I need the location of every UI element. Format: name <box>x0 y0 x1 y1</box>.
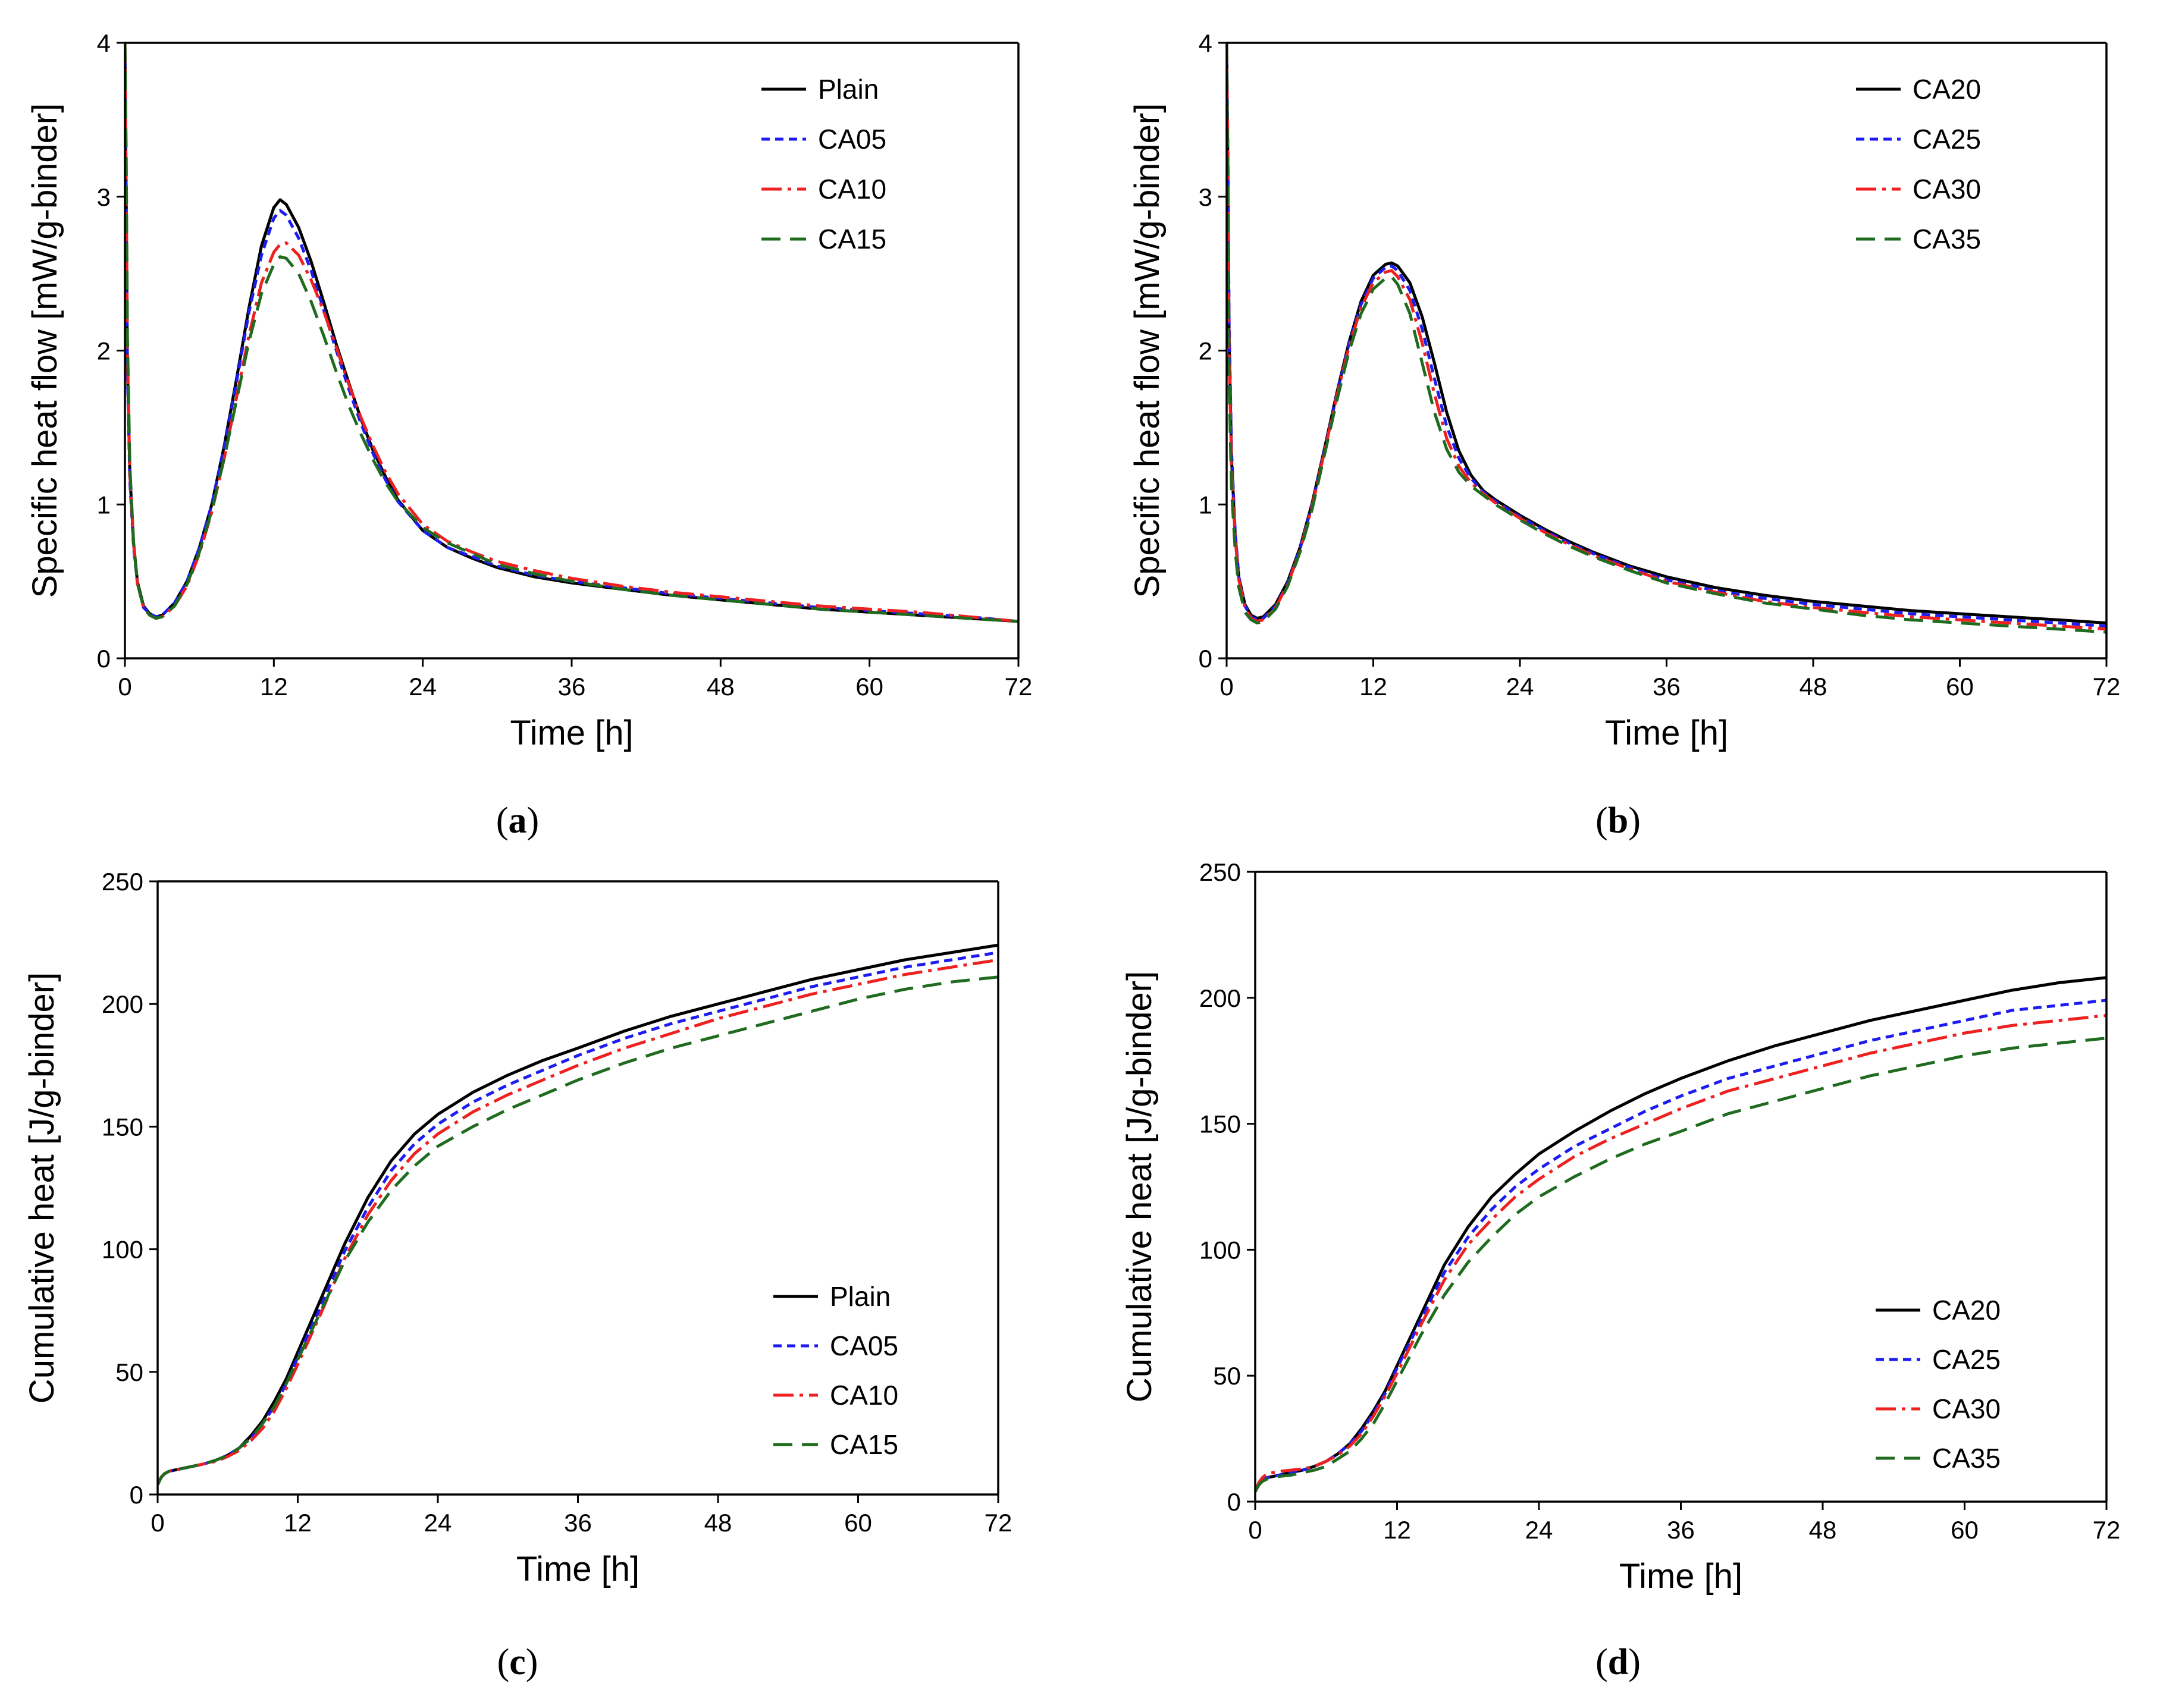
x-tick-label: 0 <box>118 673 131 701</box>
x-tick-label: 60 <box>844 1509 872 1537</box>
x-axis-label: Time [h] <box>516 1550 639 1588</box>
series-line-ca35 <box>1255 1037 2106 1493</box>
series-line-ca30 <box>1255 1014 2106 1493</box>
legend-label-ca20: CA20 <box>1932 1295 2001 1326</box>
legend-label-ca30: CA30 <box>1932 1393 2001 1424</box>
legend: CA20 CA25 CA30 CA35 <box>1856 74 1981 255</box>
legend: CA20 CA25 CA30 CA35 <box>1876 1295 2001 1474</box>
x-axis-label: Time [h] <box>510 714 633 752</box>
x-tick-label: 36 <box>1667 1516 1695 1544</box>
x-tick-label: 48 <box>1809 1516 1837 1544</box>
x-tick-label: 60 <box>1946 673 1974 701</box>
x-tick-label: 24 <box>409 673 437 701</box>
x-tick-label: 36 <box>1653 673 1681 701</box>
x-tick-label: 60 <box>1951 1516 1979 1544</box>
y-tick-label: 50 <box>115 1358 143 1386</box>
x-tick-label: 72 <box>2093 1516 2121 1544</box>
panel-caption: (d) <box>1595 1642 1641 1682</box>
panel-caption: (a) <box>496 800 539 841</box>
y-tick-label: 0 <box>130 1481 143 1509</box>
legend: Plain CA05 CA10 CA15 <box>773 1281 898 1460</box>
y-tick-label: 250 <box>1199 858 1241 886</box>
y-tick-label: 1 <box>1199 491 1212 519</box>
y-tick-label: 200 <box>102 990 143 1018</box>
y-tick-label: 200 <box>1199 984 1241 1012</box>
y-tick-label: 250 <box>102 868 143 896</box>
x-tick-label: 12 <box>260 673 288 701</box>
y-tick-label: 150 <box>102 1113 143 1141</box>
legend-label-ca25: CA25 <box>1913 124 1981 155</box>
legend-label-ca35: CA35 <box>1932 1443 2001 1474</box>
series-line-ca15 <box>158 975 998 1486</box>
y-tick-label: 2 <box>1199 337 1212 365</box>
x-tick-label: 12 <box>1383 1516 1411 1544</box>
x-tick-label: 24 <box>424 1509 452 1537</box>
y-tick-label: 150 <box>1199 1110 1241 1138</box>
y-tick-label: 0 <box>1227 1488 1241 1516</box>
panel-caption: (c) <box>497 1642 538 1682</box>
legend-label-plain: Plain <box>830 1281 891 1312</box>
legend: Plain CA05 CA10 CA15 <box>761 74 886 255</box>
legend-label-plain: Plain <box>818 74 879 105</box>
y-tick-label: 4 <box>1199 29 1212 57</box>
legend-label-ca20: CA20 <box>1913 74 1981 105</box>
y-tick-label: 3 <box>1199 183 1212 211</box>
chart-panel-c: 0 12 24 36 48 60 72 0 50 100 150 200 250 Time [h] Cumu… <box>23 868 1012 1682</box>
x-axis-label: Time [h] <box>1605 714 1728 752</box>
y-tick-label: 0 <box>1199 645 1212 673</box>
x-tick-label: 72 <box>1005 673 1033 701</box>
y-axis-label: Specific heat flow [mW/g-binder] <box>1128 103 1167 598</box>
x-tick-label: 0 <box>1219 673 1233 701</box>
panel-caption: (b) <box>1595 800 1641 841</box>
x-tick-label: 48 <box>704 1509 732 1537</box>
y-axis-label: Cumulative heat [J/g-binder] <box>1120 971 1159 1402</box>
x-tick-label: 48 <box>1800 673 1827 701</box>
series-line-ca10 <box>158 958 998 1486</box>
legend-label-ca10: CA10 <box>818 174 886 205</box>
x-tick-label: 24 <box>1525 1516 1553 1544</box>
x-tick-label: 24 <box>1506 673 1534 701</box>
y-tick-label: 1 <box>97 491 111 519</box>
x-tick-label: 12 <box>284 1509 312 1537</box>
x-tick-label: 0 <box>1248 1516 1262 1544</box>
x-tick-label: 48 <box>707 673 735 701</box>
y-tick-label: 100 <box>1199 1236 1241 1264</box>
x-tick-label: 72 <box>2093 673 2121 701</box>
y-tick-label: 50 <box>1213 1362 1241 1390</box>
series-line-ca35 <box>1227 43 2106 634</box>
x-tick-label: 36 <box>564 1509 592 1537</box>
legend-label-ca25: CA25 <box>1932 1344 2001 1375</box>
x-tick-label: 36 <box>558 673 586 701</box>
legend-label-ca15: CA15 <box>818 224 886 255</box>
x-tick-label: 0 <box>151 1509 164 1537</box>
x-tick-label: 60 <box>855 673 883 701</box>
y-axis-label: Cumulative heat [J/g-binder] <box>23 972 61 1404</box>
y-tick-label: 3 <box>97 183 111 211</box>
y-tick-label: 0 <box>97 645 111 673</box>
legend-label-ca15: CA15 <box>830 1429 898 1460</box>
x-axis-label: Time [h] <box>1619 1557 1742 1596</box>
y-tick-label: 2 <box>97 337 111 365</box>
legend-label-ca35: CA35 <box>1913 224 1981 255</box>
x-tick-label: 72 <box>985 1509 1012 1537</box>
legend-label-ca10: CA10 <box>830 1380 898 1411</box>
legend-label-ca30: CA30 <box>1913 174 1981 205</box>
series-line-ca25 <box>1255 999 2106 1493</box>
x-tick-label: 12 <box>1359 673 1387 701</box>
legend-label-ca05: CA05 <box>818 124 886 155</box>
legend-label-ca05: CA05 <box>830 1330 898 1361</box>
y-tick-label: 100 <box>102 1236 143 1264</box>
y-tick-label: 4 <box>97 29 111 57</box>
y-axis-label: Specific heat flow [mW/g-binder] <box>26 103 64 598</box>
chart-panel-d: 0 12 24 36 48 60 72 0 50 100 150 200 250 Time [h] Cumu… <box>1120 858 2120 1682</box>
series-line-ca15 <box>125 43 1018 623</box>
